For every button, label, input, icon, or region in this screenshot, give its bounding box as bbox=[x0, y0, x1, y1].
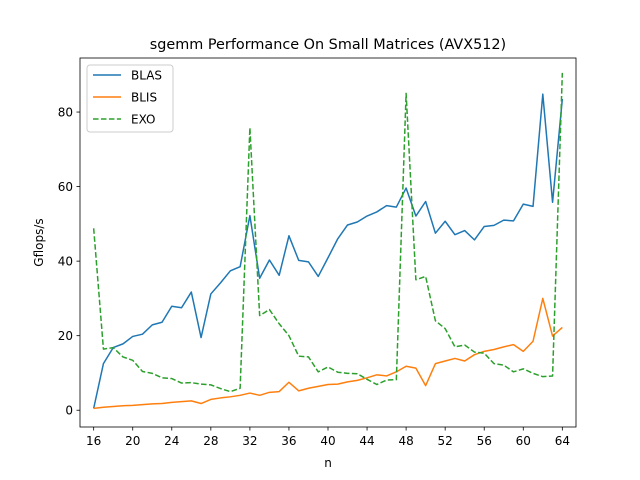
x-tick-label: 32 bbox=[242, 434, 257, 448]
x-tick-label: 60 bbox=[516, 434, 531, 448]
y-tick-label: 0 bbox=[65, 404, 73, 418]
legend-label-blis: BLIS bbox=[131, 91, 157, 105]
series-line-blas bbox=[92, 93, 564, 409]
x-tick-label: 64 bbox=[555, 434, 570, 448]
x-tick-label: 24 bbox=[164, 434, 179, 448]
y-tick-label: 20 bbox=[58, 329, 73, 343]
x-tick-label: 40 bbox=[320, 434, 335, 448]
x-tick-label: 28 bbox=[203, 434, 218, 448]
plot-lines bbox=[92, 72, 564, 410]
series-line-exo bbox=[92, 72, 564, 393]
y-tick-label: 80 bbox=[58, 105, 73, 119]
x-tick-label: 56 bbox=[477, 434, 492, 448]
y-tick-label: 40 bbox=[58, 254, 73, 268]
x-tick-label: 44 bbox=[359, 434, 374, 448]
legend-box bbox=[86, 64, 174, 133]
x-tick-label: 52 bbox=[438, 434, 453, 448]
y-axis-label: Gflops/s bbox=[32, 218, 46, 266]
x-axis: 16 20 24 28 32 36 40 44 48 52 56 60 64 bbox=[86, 427, 570, 448]
chart-title: sgemm Performance On Small Matrices (AVX… bbox=[150, 37, 506, 53]
x-tick-label: 36 bbox=[281, 434, 296, 448]
legend-label-exo: EXO bbox=[131, 113, 155, 127]
x-axis-label: n bbox=[324, 456, 332, 470]
legend: BLAS BLIS EXO bbox=[86, 64, 174, 133]
x-tick-label: 20 bbox=[125, 434, 140, 448]
series-line-blis bbox=[93, 297, 563, 410]
y-axis: 0 20 40 60 80 bbox=[58, 105, 80, 418]
x-tick-label: 48 bbox=[398, 434, 413, 448]
x-tick-label: 16 bbox=[86, 434, 101, 448]
y-tick-label: 60 bbox=[58, 180, 73, 194]
legend-label-blas: BLAS bbox=[131, 69, 162, 83]
